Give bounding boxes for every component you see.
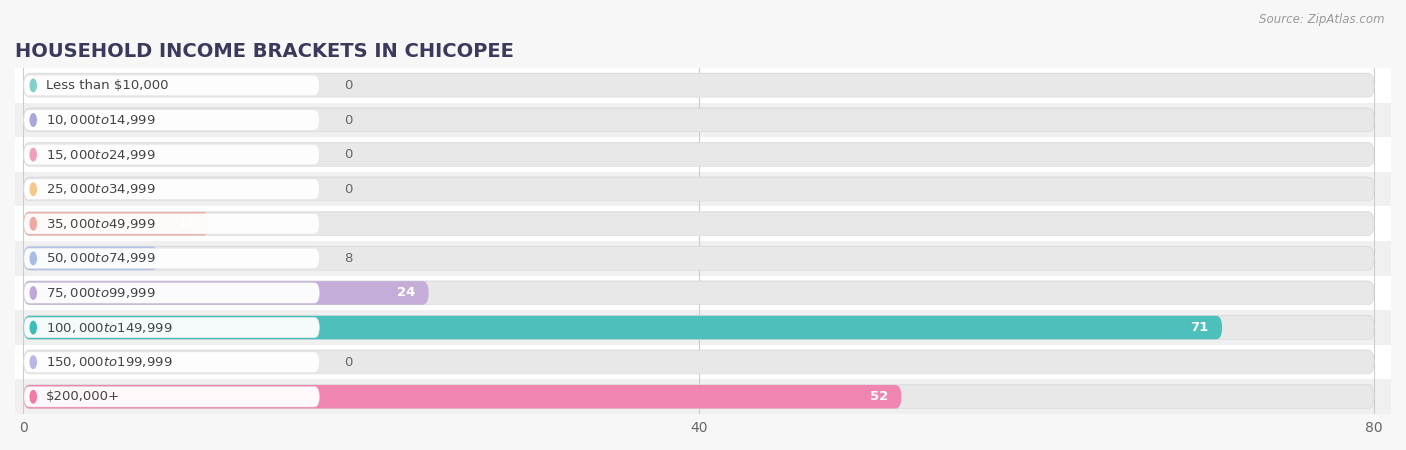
FancyBboxPatch shape (24, 315, 1374, 338)
Text: $15,000 to $24,999: $15,000 to $24,999 (46, 148, 156, 162)
FancyBboxPatch shape (24, 75, 319, 95)
Text: 24: 24 (396, 287, 415, 300)
Text: $100,000 to $149,999: $100,000 to $149,999 (46, 320, 173, 334)
Circle shape (30, 217, 37, 230)
FancyBboxPatch shape (24, 177, 1374, 201)
FancyBboxPatch shape (24, 176, 1374, 200)
FancyBboxPatch shape (24, 316, 1374, 339)
Bar (15, 172, 1391, 207)
FancyBboxPatch shape (24, 351, 1374, 374)
FancyBboxPatch shape (24, 142, 1374, 166)
FancyBboxPatch shape (24, 387, 319, 407)
Text: Less than $10,000: Less than $10,000 (46, 79, 169, 92)
Text: $200,000+: $200,000+ (46, 390, 120, 403)
FancyBboxPatch shape (24, 248, 319, 269)
Circle shape (30, 114, 37, 126)
Text: $150,000 to $199,999: $150,000 to $199,999 (46, 355, 173, 369)
FancyBboxPatch shape (24, 108, 1374, 131)
Text: 0: 0 (344, 113, 353, 126)
Text: $50,000 to $74,999: $50,000 to $74,999 (46, 252, 156, 266)
FancyBboxPatch shape (24, 280, 1374, 304)
Bar (15, 241, 1391, 276)
Bar (15, 137, 1391, 172)
FancyBboxPatch shape (24, 211, 1374, 235)
Text: 0: 0 (344, 183, 353, 196)
FancyBboxPatch shape (24, 317, 319, 338)
FancyBboxPatch shape (24, 385, 901, 409)
Text: Source: ZipAtlas.com: Source: ZipAtlas.com (1260, 14, 1385, 27)
FancyBboxPatch shape (24, 247, 159, 270)
FancyBboxPatch shape (24, 316, 1222, 339)
Text: 71: 71 (1191, 321, 1209, 334)
FancyBboxPatch shape (24, 246, 1374, 269)
Text: 11: 11 (177, 217, 195, 230)
Circle shape (30, 148, 37, 161)
FancyBboxPatch shape (24, 212, 1374, 235)
Circle shape (30, 252, 37, 265)
FancyBboxPatch shape (24, 281, 429, 305)
Circle shape (30, 183, 37, 195)
FancyBboxPatch shape (24, 350, 1374, 373)
FancyBboxPatch shape (24, 110, 319, 130)
Text: 0: 0 (344, 79, 353, 92)
Text: 8: 8 (344, 252, 353, 265)
Bar (15, 276, 1391, 310)
Text: $75,000 to $99,999: $75,000 to $99,999 (46, 286, 156, 300)
Text: 52: 52 (870, 390, 887, 403)
FancyBboxPatch shape (24, 281, 1374, 305)
Bar (15, 310, 1391, 345)
Text: 0: 0 (344, 356, 353, 369)
Text: $25,000 to $34,999: $25,000 to $34,999 (46, 182, 156, 196)
Circle shape (30, 287, 37, 299)
FancyBboxPatch shape (24, 143, 1374, 166)
FancyBboxPatch shape (24, 385, 1374, 409)
Text: $35,000 to $49,999: $35,000 to $49,999 (46, 217, 156, 231)
Circle shape (30, 356, 37, 369)
Text: HOUSEHOLD INCOME BRACKETS IN CHICOPEE: HOUSEHOLD INCOME BRACKETS IN CHICOPEE (15, 42, 513, 61)
FancyBboxPatch shape (24, 214, 319, 234)
FancyBboxPatch shape (24, 352, 319, 372)
Bar (15, 345, 1391, 379)
FancyBboxPatch shape (24, 144, 319, 165)
Text: $10,000 to $14,999: $10,000 to $14,999 (46, 113, 156, 127)
Bar (15, 68, 1391, 103)
FancyBboxPatch shape (24, 384, 1374, 408)
Bar (15, 207, 1391, 241)
FancyBboxPatch shape (24, 73, 1374, 96)
Circle shape (30, 321, 37, 334)
Circle shape (30, 79, 37, 92)
FancyBboxPatch shape (24, 108, 1374, 132)
Bar (15, 379, 1391, 414)
FancyBboxPatch shape (24, 247, 1374, 270)
Text: 0: 0 (344, 148, 353, 161)
FancyBboxPatch shape (24, 283, 319, 303)
FancyBboxPatch shape (24, 179, 319, 199)
FancyBboxPatch shape (24, 74, 1374, 97)
FancyBboxPatch shape (24, 212, 209, 235)
Bar (15, 103, 1391, 137)
Circle shape (30, 391, 37, 403)
